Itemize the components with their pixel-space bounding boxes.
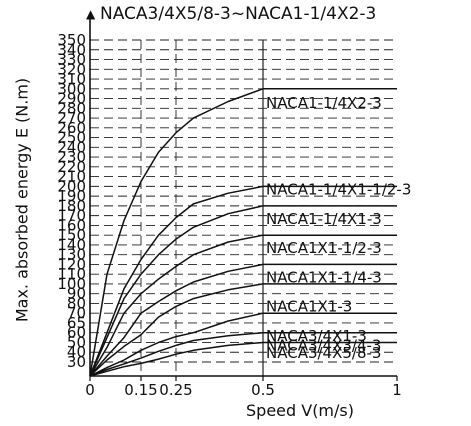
x-tick-label: 0.25 [159, 381, 192, 399]
y-tick-label: 60 [67, 324, 86, 342]
series-label: NACA1-1/4X1-1/2-3 [266, 181, 411, 199]
series-line [89, 341, 397, 377]
y-tick-label: 150 [57, 226, 86, 244]
series-label: NACA1X1-3 [266, 298, 352, 316]
y-tick-label: 300 [57, 80, 86, 98]
y-tick-label: 40 [67, 343, 86, 361]
y-tick-label: 70 [67, 304, 86, 322]
y-tick-label: 270 [57, 109, 86, 127]
series-label: NACA1-1/4X2-3 [266, 94, 382, 112]
series-line [89, 185, 397, 377]
series-label: NACA3/4X1-3 [266, 327, 367, 345]
y-tick-label: 250 [57, 129, 86, 147]
y-tick-label: 310 [57, 70, 86, 88]
series-label: NACA1X1-1/2-3 [266, 239, 382, 257]
y-tick-label: 160 [57, 216, 86, 234]
y-tick-label: 320 [57, 60, 86, 78]
y-tick-label: 190 [57, 187, 86, 205]
y-tick-label: 220 [57, 158, 86, 176]
series-label: NACA3/4X5/8-3 [266, 344, 381, 362]
series-line [89, 234, 397, 377]
series-line [89, 88, 397, 377]
series-label: NACA3/4X3/4-3 [266, 337, 381, 355]
y-tick-label: 330 [57, 51, 86, 69]
y-tick-label: 260 [57, 119, 86, 137]
x-tick-label: 0.5 [251, 381, 275, 399]
x-tick-label: 0.15 [124, 381, 157, 399]
y-tick-label: 180 [57, 197, 86, 215]
y-tick-label: 350 [57, 31, 86, 49]
y-tick-label: 80 [67, 294, 86, 312]
y-tick-label: 280 [57, 99, 86, 117]
y-tick-label: 30 [67, 353, 86, 371]
y-tick-label: 120 [57, 255, 86, 273]
y-tick-label: 110 [57, 265, 86, 283]
series-label: NACA1-1/4X1-3 [266, 210, 382, 228]
series-line [89, 331, 397, 377]
y-tick-label: 290 [57, 90, 86, 108]
x-tick-label: 1 [392, 381, 402, 399]
series-label: NACA1X1-1/4-3 [266, 268, 382, 286]
series-line [89, 312, 397, 377]
series-line [89, 205, 397, 377]
y-tick-label: 170 [57, 207, 86, 225]
y-tick-label: 140 [57, 236, 86, 254]
y-tick-label: 100 [57, 275, 86, 293]
chart-title: NACA3/4X5/8-3~NACA1-1/4X2-3 [100, 4, 377, 24]
y-tick-label: 50 [67, 333, 86, 351]
y-tick-label: 340 [57, 41, 86, 59]
y-tick-label: 130 [57, 246, 86, 264]
y-tick-label: 200 [57, 177, 86, 195]
series-line [89, 283, 397, 377]
y-tick-label: 230 [57, 148, 86, 166]
y-tick-label: 210 [57, 168, 86, 186]
y-tick-label: 240 [57, 138, 86, 156]
x-axis-label: Speed V(m/s) [246, 401, 354, 420]
y-tick-label: 65 [67, 314, 86, 332]
x-tick-label: 0 [85, 381, 95, 399]
y-tick-label: 90 [67, 285, 86, 303]
series-line [89, 263, 397, 377]
